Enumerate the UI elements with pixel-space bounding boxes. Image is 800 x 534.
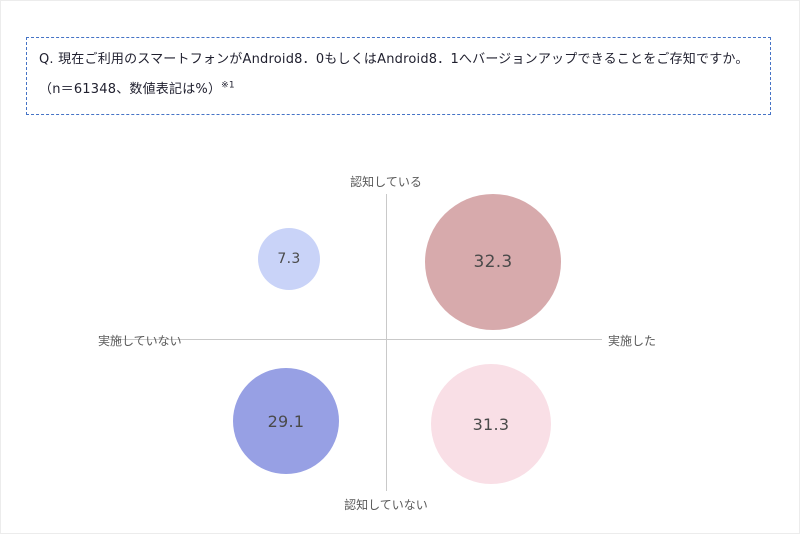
- bubble-value-label: 29.1: [267, 411, 305, 431]
- y-axis-line: [386, 194, 387, 491]
- sample-size-text: （n＝61348、数値表記は%）: [39, 82, 222, 97]
- y-axis-top-label: 認知している: [350, 175, 422, 189]
- x-axis-left-label: 実施していない: [98, 334, 182, 348]
- x-axis-line: [108, 339, 602, 340]
- question-box: Q. 現在ご利用のスマートフォンがAndroid8．0もしくはAndroid8．…: [26, 37, 771, 115]
- bubble-bottom-left: 29.1: [233, 368, 339, 474]
- x-axis-right-label: 実施した: [608, 334, 657, 348]
- bubble-value-label: 32.3: [473, 252, 513, 272]
- y-axis-bottom-label: 認知していない: [344, 498, 428, 512]
- bubble-bottom-right: 31.3: [431, 364, 551, 484]
- question-text: Q. 現在ご利用のスマートフォンがAndroid8．0もしくはAndroid8．…: [39, 52, 749, 67]
- bubble-value-label: 31.3: [472, 414, 510, 434]
- bubble-top-right: 32.3: [425, 194, 561, 330]
- footnote-marker: ※1: [221, 80, 235, 91]
- sample-size-line: （n＝61348、数値表記は%）※1: [39, 75, 758, 105]
- bubble-value-label: 7.3: [277, 251, 301, 267]
- bubble-top-left: 7.3: [258, 228, 320, 290]
